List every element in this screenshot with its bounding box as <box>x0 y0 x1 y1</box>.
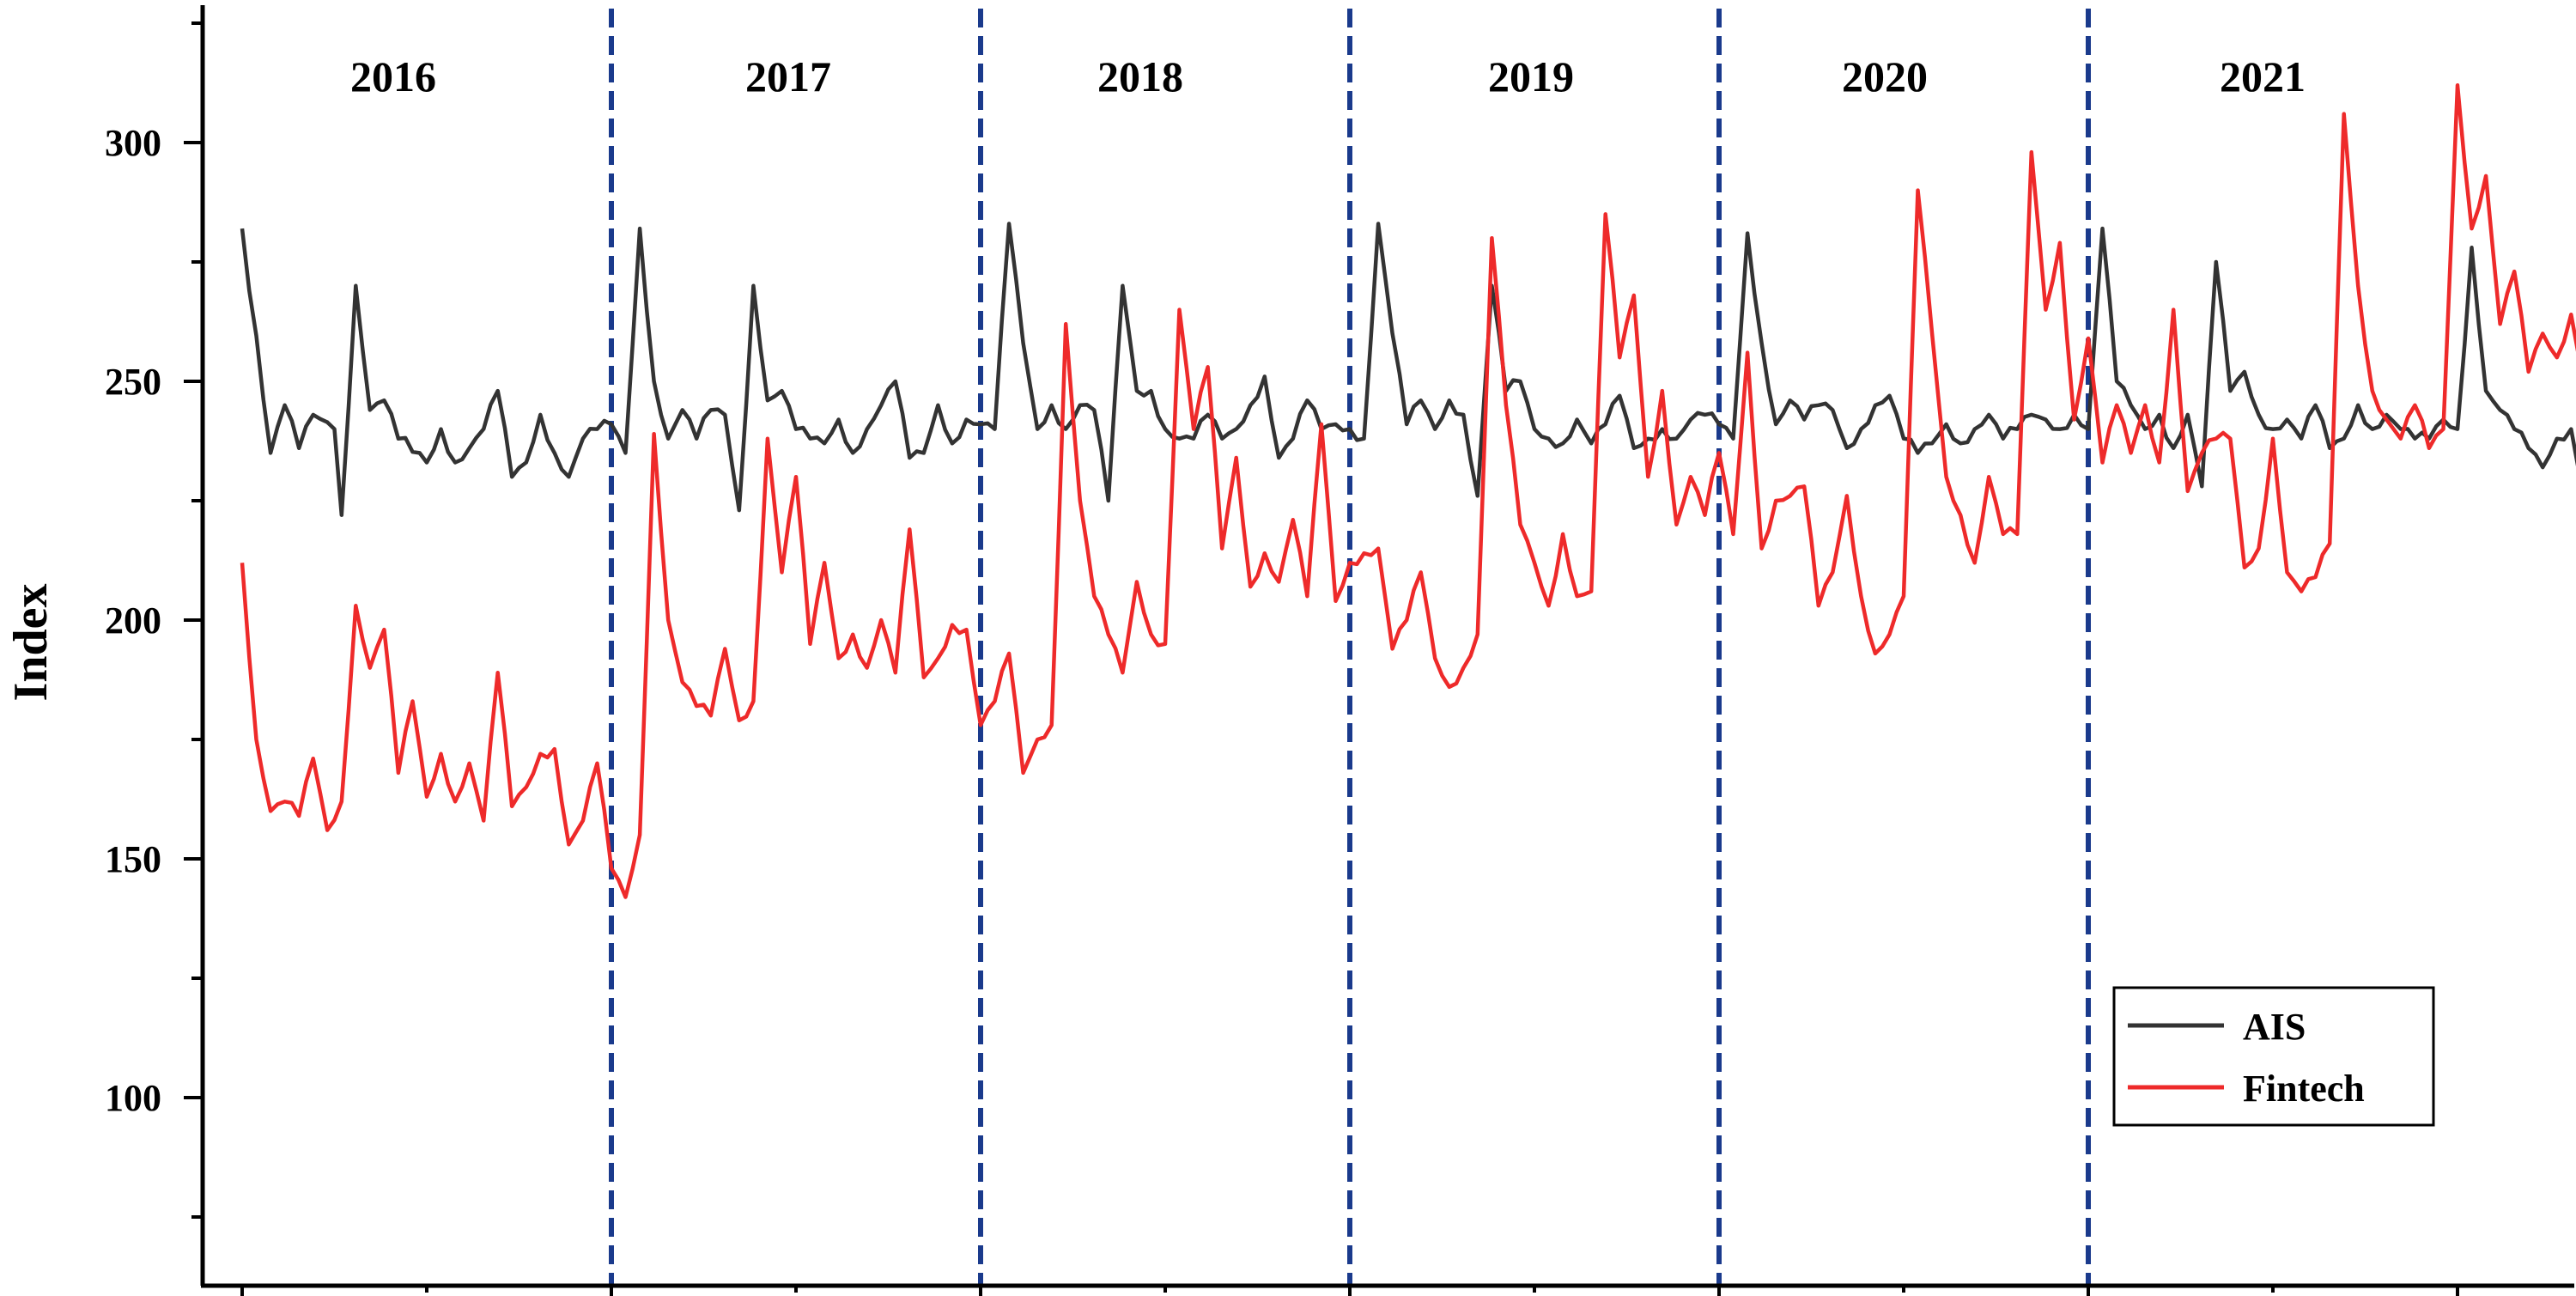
legend-box <box>2112 986 2435 1127</box>
year-label: 2017 <box>745 52 831 100</box>
y-tick-label: 300 <box>105 122 161 164</box>
y-tick-label: 150 <box>105 838 161 880</box>
y-ticks: 100 150 200 250 300 <box>105 21 203 1219</box>
series-line-ais <box>240 222 2576 517</box>
legend: AIS Fintech <box>2112 986 2435 1127</box>
y-tick-label: 100 <box>105 1077 161 1119</box>
axes <box>200 5 2574 1288</box>
y-tick-label: 200 <box>105 599 161 642</box>
year-dividers <box>609 9 2091 1286</box>
year-label: 2021 <box>2220 52 2306 100</box>
year-label: 2016 <box>350 52 436 100</box>
series-line-fintech <box>240 83 2576 899</box>
legend-label-fintech: Fintech <box>2243 1068 2365 1110</box>
x-ticks <box>240 1286 2459 1296</box>
series-lines <box>240 83 2576 899</box>
year-label: 2020 <box>1842 52 1928 100</box>
legend-label-ais: AIS <box>2243 1006 2306 1048</box>
year-labels: 2016 2017 2018 2019 2020 2021 <box>350 52 2306 100</box>
year-label: 2018 <box>1097 52 1183 100</box>
y-axis-title: Index <box>4 584 58 702</box>
year-label: 2019 <box>1488 52 1574 100</box>
y-tick-label: 250 <box>105 361 161 403</box>
